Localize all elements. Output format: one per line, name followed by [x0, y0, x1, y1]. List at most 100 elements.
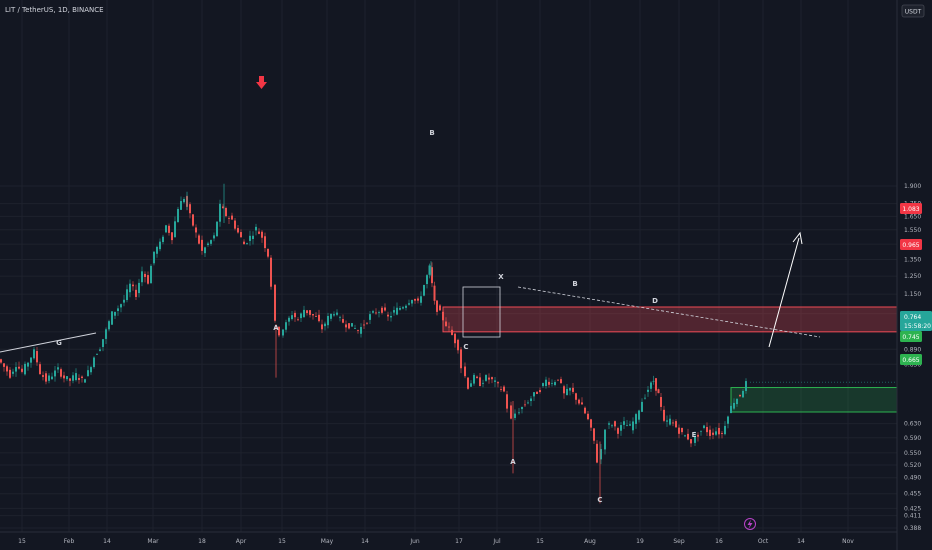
candle-body: [162, 236, 164, 243]
candle-body: [536, 391, 538, 394]
candle-body: [306, 310, 308, 314]
ascending-trendline[interactable]: [0, 332, 97, 353]
candle-body: [473, 374, 475, 384]
candle-body: [560, 379, 562, 384]
candle-body: [240, 232, 242, 238]
candle-body: [439, 305, 441, 311]
candle-body: [733, 402, 735, 409]
svg-text:1.083: 1.083: [902, 206, 919, 213]
zones: [442, 306, 898, 413]
currency-button[interactable]: USDT: [901, 4, 925, 18]
candle-body: [132, 284, 134, 287]
candle-body: [96, 353, 98, 355]
support-zone[interactable]: [730, 387, 898, 413]
candle-body: [99, 349, 101, 351]
candle-body: [372, 311, 374, 313]
candle-body: [150, 265, 152, 284]
candle-body: [457, 339, 459, 351]
candle-body: [647, 389, 649, 392]
candle-body: [222, 206, 224, 209]
candle-body: [249, 235, 251, 241]
candle-body: [417, 298, 419, 301]
candle-body: [318, 314, 320, 322]
candle-body: [387, 314, 389, 317]
x-tick-label: 19: [636, 538, 644, 545]
y-tick-label: 0.890: [904, 346, 921, 353]
descending-trendline[interactable]: [517, 286, 821, 338]
candle-body: [442, 311, 444, 321]
candle-body: [500, 389, 502, 391]
candle-body: [527, 402, 529, 404]
lightning-icon[interactable]: [744, 518, 756, 530]
candle-body: [548, 381, 550, 385]
overlays: [0, 231, 897, 383]
candle-body: [330, 313, 332, 319]
candle-body: [324, 323, 326, 327]
candle-body: [27, 362, 29, 367]
candle-body: [727, 416, 729, 424]
consolidation-box[interactable]: [462, 286, 501, 338]
candle-body: [460, 349, 462, 369]
candle-body: [672, 422, 674, 424]
candle-body: [715, 431, 717, 435]
candle-body: [694, 435, 696, 443]
y-tick-label: 0.490: [904, 475, 921, 482]
wave-label-a1: A: [273, 324, 279, 332]
candle-body: [575, 393, 577, 400]
candle-body: [246, 243, 248, 244]
candle-body: [174, 221, 176, 238]
projection-arrow[interactable]: [768, 237, 800, 348]
candle-body: [712, 432, 714, 435]
candle-body: [180, 201, 182, 210]
candle-body: [177, 208, 179, 223]
candle-body: [87, 370, 89, 377]
candle-body: [721, 432, 723, 434]
candle-body: [15, 367, 17, 372]
candle-body: [72, 375, 74, 381]
candle-body: [587, 413, 589, 420]
price-scale[interactable]: [897, 0, 932, 550]
candle-body: [652, 380, 655, 382]
candle-body: [300, 313, 302, 319]
candle-body: [243, 241, 245, 245]
candle-body: [563, 386, 565, 394]
candle-body: [78, 378, 80, 380]
candle-body: [644, 397, 646, 399]
candle-body: [706, 427, 708, 433]
candle-body: [165, 225, 167, 233]
y-tick-label: 0.520: [904, 462, 921, 469]
candle-body: [6, 366, 8, 372]
candle-body: [542, 383, 544, 387]
x-tick-label: 15: [18, 538, 26, 545]
candle-body: [30, 357, 32, 363]
resistance-top-label: 1.083: [900, 203, 922, 214]
candle-body: [36, 351, 38, 363]
candle-body: [518, 412, 520, 414]
candle-body: [454, 333, 456, 344]
resistance-zone[interactable]: [442, 306, 898, 333]
x-tick-label: 15: [278, 538, 286, 545]
candle-body: [641, 401, 643, 412]
candle-body: [147, 275, 149, 284]
candle-body: [309, 310, 311, 315]
candle-body: [669, 418, 671, 425]
candle-body: [231, 215, 233, 220]
candle-body: [482, 382, 484, 384]
candle-body: [703, 425, 705, 429]
wave-label-b1: B: [429, 129, 434, 137]
candle-body: [48, 375, 50, 381]
candle-body: [730, 405, 732, 414]
candle-body: [198, 235, 200, 244]
svg-text:0.665: 0.665: [902, 357, 919, 364]
candle-body: [357, 330, 359, 331]
candle-body: [90, 367, 92, 373]
candle-body: [159, 241, 161, 250]
candle-body: [503, 386, 505, 392]
candle-body: [657, 389, 660, 394]
x-tick-label: Feb: [64, 538, 75, 545]
candle-body: [168, 225, 170, 233]
candle-body: [384, 307, 386, 311]
bar-countdown: 15:58:20: [904, 323, 931, 330]
y-tick-label: 1.250: [904, 273, 921, 280]
